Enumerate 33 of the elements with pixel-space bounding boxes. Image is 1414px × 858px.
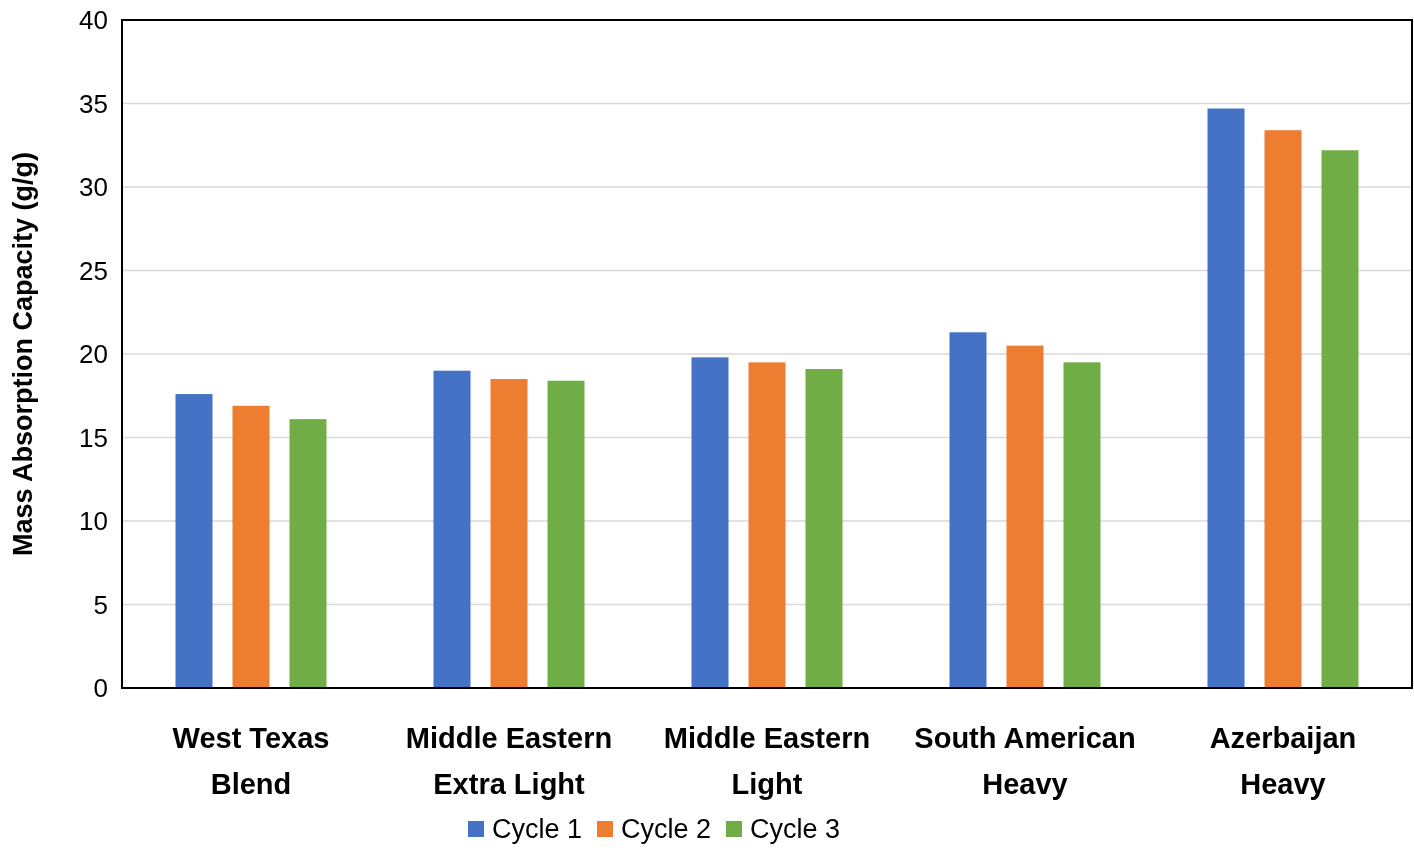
bar — [1006, 345, 1044, 688]
legend-label: Cycle 3 — [750, 814, 841, 844]
bar — [232, 405, 270, 688]
y-tick-label: 30 — [79, 172, 108, 203]
y-tick-label: 20 — [79, 339, 108, 370]
bar — [289, 419, 327, 688]
x-tick-label: Middle Eastern Extra Light — [405, 722, 613, 800]
y-tick-label: 15 — [79, 422, 108, 453]
y-tick-label: 5 — [93, 589, 108, 620]
bar — [433, 370, 471, 688]
bar — [1063, 362, 1101, 688]
bar — [490, 379, 528, 688]
bar — [1321, 150, 1359, 688]
x-tick-label: Middle Eastern Light — [663, 722, 871, 800]
bar — [1207, 108, 1245, 688]
x-tick-label: South American Heavy — [914, 722, 1136, 800]
legend-label: Cycle 1 — [492, 814, 583, 844]
y-axis-title: Mass Absorption Capacity (g/g) — [8, 151, 38, 557]
bar — [805, 369, 843, 688]
y-tick-label: 35 — [79, 88, 108, 119]
y-tick-label: 40 — [79, 5, 108, 36]
bar — [748, 362, 786, 688]
x-tick-label: West Texas Blend — [172, 722, 330, 800]
y-tick-label: 0 — [93, 673, 108, 704]
bar — [949, 332, 987, 688]
x-tick-label: Azerbaijan Heavy — [1209, 722, 1357, 800]
legend-label: Cycle 2 — [621, 814, 712, 844]
bar — [547, 380, 585, 688]
bar — [175, 394, 213, 688]
bar — [691, 357, 729, 688]
y-tick-label: 10 — [79, 506, 108, 537]
bar — [1264, 130, 1302, 688]
y-tick-label: 25 — [79, 255, 108, 286]
